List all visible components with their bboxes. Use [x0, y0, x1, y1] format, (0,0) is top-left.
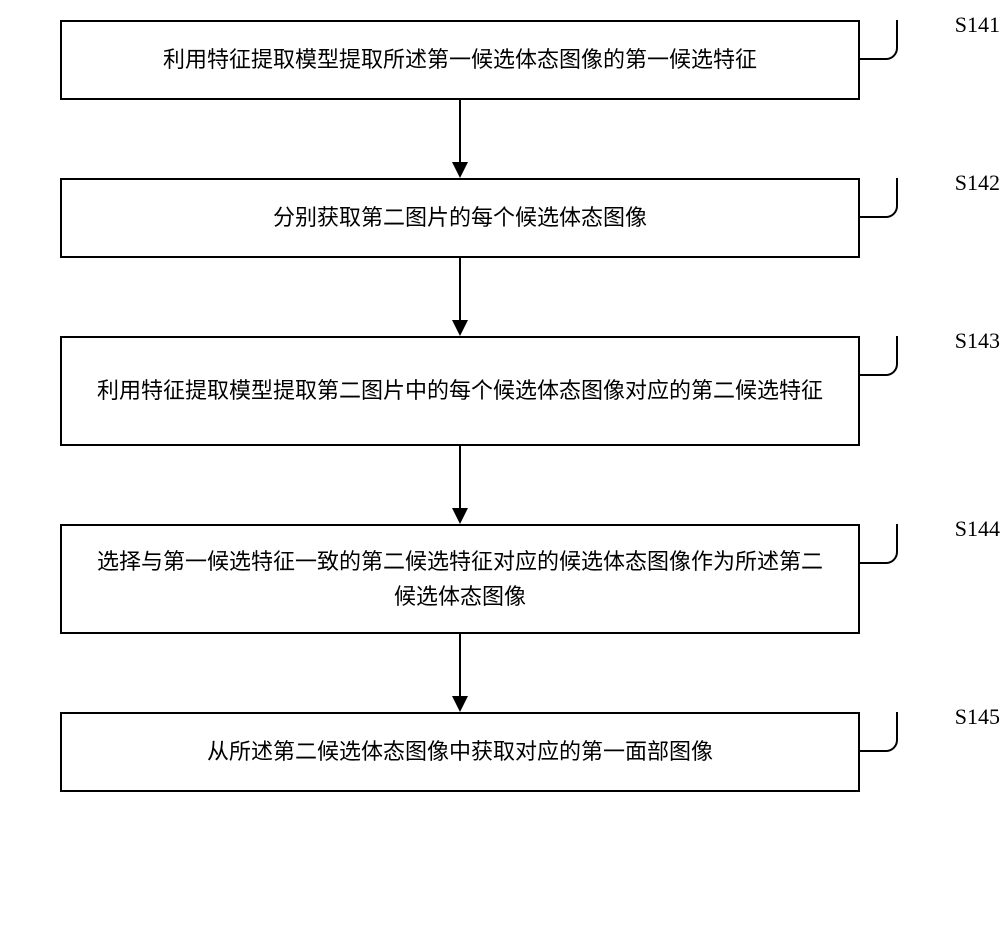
step-text: 选择与第一候选特征一致的第二候选特征对应的候选体态图像作为所述第二候选体态图像 [92, 544, 828, 614]
connector-curve [860, 178, 898, 218]
step-label: S144 [955, 516, 1000, 542]
flowchart-step: 从所述第二候选体态图像中获取对应的第一面部图像 S145 [60, 712, 960, 792]
step-box-1: 利用特征提取模型提取所述第一候选体态图像的第一候选特征 [60, 20, 860, 100]
step-box-4: 选择与第一候选特征一致的第二候选特征对应的候选体态图像作为所述第二候选体态图像 [60, 524, 860, 634]
flowchart-step: 分别获取第二图片的每个候选体态图像 S142 [60, 178, 960, 258]
step-text: 利用特征提取模型提取第二图片中的每个候选体态图像对应的第二候选特征 [97, 373, 823, 408]
step-label: S141 [955, 12, 1000, 38]
flowchart-step: 利用特征提取模型提取所述第一候选体态图像的第一候选特征 S141 [60, 20, 960, 100]
arrow-down-icon [448, 446, 472, 524]
step-box-2: 分别获取第二图片的每个候选体态图像 [60, 178, 860, 258]
arrow-down-icon [448, 634, 472, 712]
arrow-down-icon [448, 100, 472, 178]
step-text: 利用特征提取模型提取所述第一候选体态图像的第一候选特征 [163, 42, 757, 77]
step-text: 分别获取第二图片的每个候选体态图像 [273, 200, 647, 235]
connector-curve [860, 524, 898, 564]
step-label: S142 [955, 170, 1000, 196]
step-text: 从所述第二候选体态图像中获取对应的第一面部图像 [207, 734, 713, 769]
flowchart-step: 利用特征提取模型提取第二图片中的每个候选体态图像对应的第二候选特征 S143 [60, 336, 960, 446]
connector-curve [860, 336, 898, 376]
flowchart-step: 选择与第一候选特征一致的第二候选特征对应的候选体态图像作为所述第二候选体态图像 … [60, 524, 960, 634]
step-box-5: 从所述第二候选体态图像中获取对应的第一面部图像 [60, 712, 860, 792]
arrow-down-icon [448, 258, 472, 336]
step-box-3: 利用特征提取模型提取第二图片中的每个候选体态图像对应的第二候选特征 [60, 336, 860, 446]
step-label: S145 [955, 704, 1000, 730]
flowchart-container: 利用特征提取模型提取所述第一候选体态图像的第一候选特征 S141 分别获取第二图… [60, 20, 960, 792]
connector-curve [860, 712, 898, 752]
arrow-connector [60, 258, 860, 336]
step-label: S143 [955, 328, 1000, 354]
arrow-connector [60, 446, 860, 524]
arrow-connector [60, 634, 860, 712]
connector-curve [860, 20, 898, 60]
arrow-connector [60, 100, 860, 178]
